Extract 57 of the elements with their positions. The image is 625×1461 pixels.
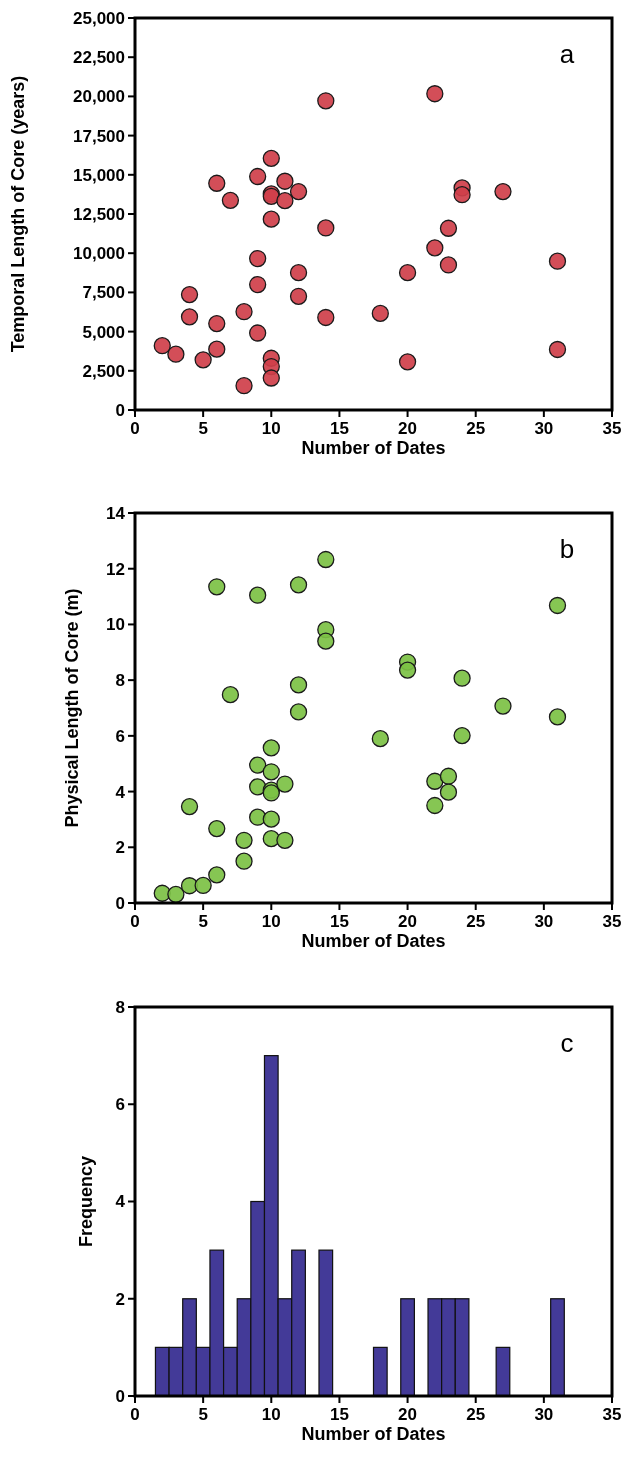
- y-axis-title: Frequency: [76, 1155, 96, 1248]
- annotation: b: [559, 534, 575, 564]
- y-tick-label: 4: [115, 1192, 126, 1212]
- y-tick-label: 14: [106, 503, 126, 523]
- y-tick-label: 20,000: [73, 87, 125, 107]
- x-axis-title: Number of Dates: [301, 931, 446, 951]
- y-tick-label: 4: [115, 782, 126, 802]
- x-tick-label: 25: [466, 912, 486, 931]
- x-tick-label: 15: [329, 419, 349, 438]
- y-tick-label: 0: [115, 1386, 125, 1406]
- y-tick-label: 2: [115, 838, 125, 858]
- x-tick-label: 0: [130, 1405, 140, 1424]
- x-tick-label: 5: [198, 419, 208, 438]
- x-axis-title: Number of Dates: [301, 438, 446, 458]
- x-tick-label: 30: [534, 912, 554, 931]
- x-tick-label: 30: [534, 419, 554, 438]
- y-tick-label: 15,000: [73, 165, 125, 185]
- y-tick-label: 2: [115, 1289, 125, 1309]
- x-tick-label: 20: [398, 419, 418, 438]
- y-tick-label: 0: [115, 400, 125, 420]
- y-tick-label: 8: [115, 997, 125, 1017]
- x-tick-label: 10: [261, 912, 281, 931]
- x-tick-label: 20: [398, 912, 418, 931]
- x-tick-label: 5: [198, 912, 208, 931]
- y-tick-label: 6: [115, 726, 125, 746]
- x-tick-label: 20: [398, 1405, 418, 1424]
- x-axis-title: Number of Dates: [301, 1424, 446, 1444]
- annotation: a: [559, 39, 575, 69]
- x-tick-label: 15: [329, 912, 349, 931]
- y-axis-title: Physical Length of Core (m): [62, 588, 82, 828]
- y-tick-label: 17,500: [73, 126, 125, 146]
- y-tick-label: 22,500: [73, 48, 125, 68]
- y-tick-label: 10,000: [73, 244, 125, 264]
- x-tick-label: 25: [466, 1405, 486, 1424]
- y-tick-label: 2,500: [82, 361, 125, 381]
- y-tick-label: 7,500: [82, 283, 125, 303]
- x-tick-label: 10: [261, 1405, 281, 1424]
- x-tick-label: 10: [261, 419, 281, 438]
- y-tick-label: 5,000: [82, 322, 125, 342]
- y-tick-label: 8: [115, 671, 125, 691]
- y-tick-label: 12: [106, 559, 125, 579]
- x-tick-label: 25: [466, 419, 486, 438]
- y-tick-label: 12,500: [73, 204, 125, 224]
- y-axis-title: Temporal Length of Core (years): [8, 75, 28, 353]
- x-tick-label: 35: [602, 912, 622, 931]
- x-tick-label: 15: [329, 1405, 349, 1424]
- y-tick-label: 0: [115, 893, 125, 913]
- y-tick-label: 6: [115, 1095, 125, 1115]
- x-tick-label: 5: [198, 1405, 208, 1424]
- x-tick-label: 35: [602, 419, 622, 438]
- x-tick-label: 35: [602, 1405, 622, 1424]
- annotation: c: [560, 1028, 574, 1058]
- y-tick-label: 10: [106, 615, 125, 635]
- x-tick-label: 30: [534, 1405, 554, 1424]
- x-tick-label: 0: [130, 912, 140, 931]
- x-tick-label: 0: [130, 419, 140, 438]
- y-tick-label: 25,000: [73, 8, 125, 28]
